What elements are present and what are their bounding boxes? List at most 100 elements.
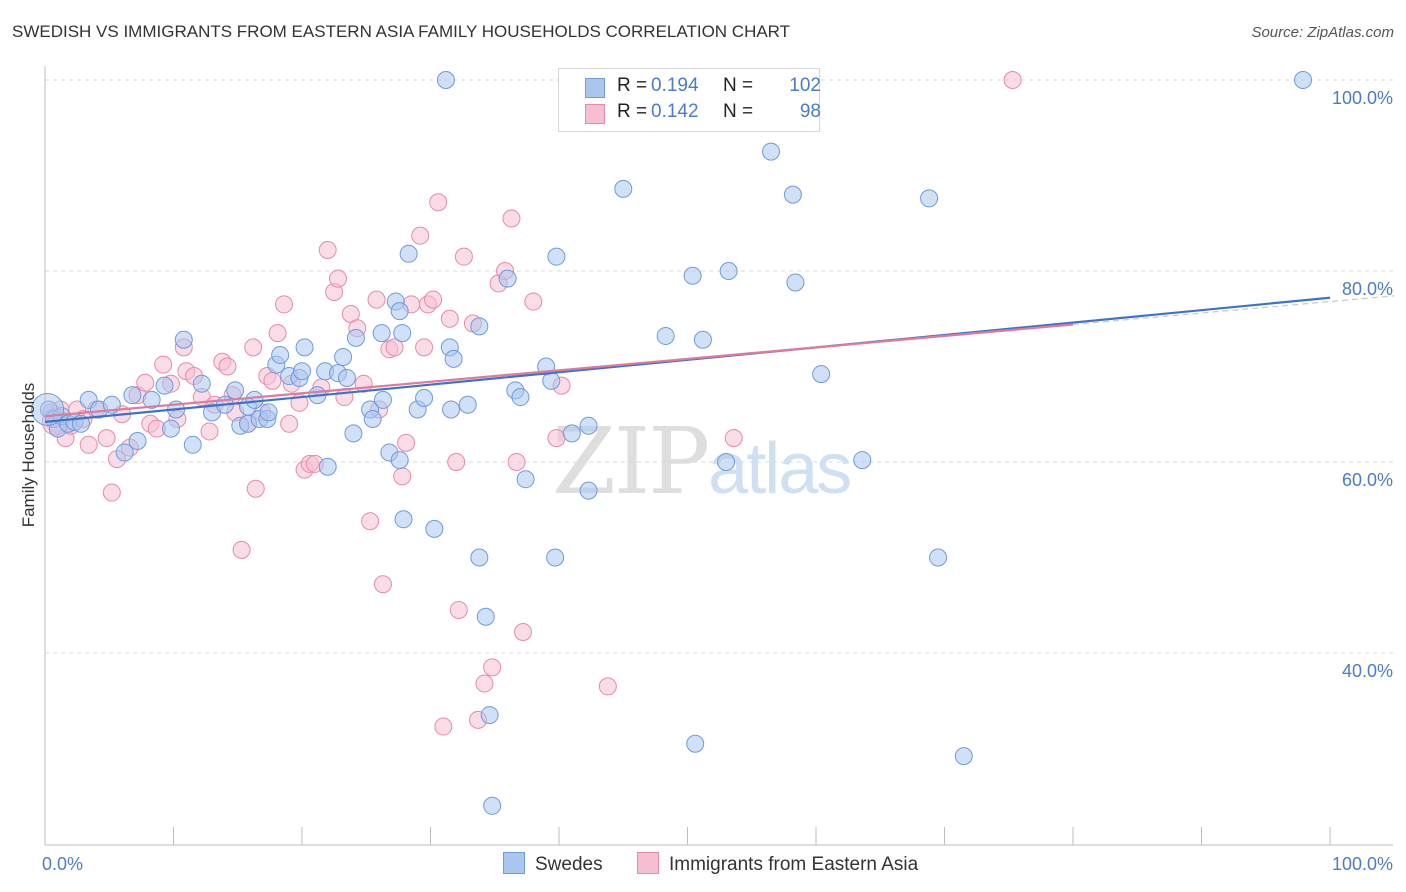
immigrants-point <box>373 575 392 594</box>
swedes-point <box>390 451 409 470</box>
swedes-point <box>511 388 530 407</box>
y-axis-label: Family Households <box>19 383 38 528</box>
immigrants-point <box>385 338 404 357</box>
swedes-point <box>470 317 489 336</box>
swedes-point <box>155 376 174 395</box>
swedes-point <box>128 431 147 450</box>
swedes-point <box>562 424 581 443</box>
legend-r-value: 0.194 <box>651 75 699 96</box>
swedes-point <box>183 435 202 454</box>
immigrants-point <box>447 453 466 471</box>
swedes-point <box>394 510 413 529</box>
immigrants-point <box>393 467 412 486</box>
swedes-point <box>579 481 598 500</box>
swedes-point <box>762 142 781 161</box>
immigrants-point <box>1003 71 1022 89</box>
swedes-point <box>542 371 561 390</box>
immigrants-point <box>724 429 743 448</box>
swedes-point <box>399 244 418 263</box>
legend-swatch-immigrants <box>585 104 605 124</box>
swedes-point <box>295 338 314 357</box>
swedes-point <box>161 419 180 438</box>
swedes-point <box>547 247 566 266</box>
immigrants-point <box>524 292 543 311</box>
y-tick-label: 40.0% <box>1342 661 1393 681</box>
x-tick-label: 100.0% <box>1332 854 1393 874</box>
swedes-point <box>425 519 444 538</box>
swedes-point <box>719 262 738 280</box>
swedes-point <box>373 390 392 409</box>
immigrants-point <box>263 371 282 390</box>
swedes-point <box>929 548 948 567</box>
y-tick-label: 60.0% <box>1342 470 1393 490</box>
chart-title: SWEDISH VS IMMIGRANTS FROM EASTERN ASIA … <box>12 22 791 41</box>
immigrants-point <box>97 429 116 448</box>
immigrants-trend-line <box>44 323 1074 418</box>
swedes-point <box>614 179 633 198</box>
swedes-point <box>390 302 409 321</box>
swedes-point <box>442 400 461 419</box>
trend-lines <box>44 295 1395 423</box>
swedes-point <box>458 395 477 414</box>
grid-lines <box>45 79 1393 654</box>
swedes-point-cluster <box>31 392 65 426</box>
swedes-point <box>1294 71 1313 89</box>
immigrants-point <box>598 677 617 696</box>
legend-n-value: 98 <box>799 101 821 122</box>
swedes-point <box>498 269 517 288</box>
swedes-point <box>372 324 391 343</box>
immigrants-point <box>318 240 337 259</box>
swedes-point <box>363 410 382 429</box>
swedes-point <box>693 330 712 349</box>
swedes-point <box>415 389 434 408</box>
immigrants-point <box>268 324 287 343</box>
immigrants-point <box>454 247 473 266</box>
y-tick-label: 100.0% <box>1332 88 1393 108</box>
legend-n-value: 102 <box>789 75 821 96</box>
immigrants-point <box>79 435 98 454</box>
legend-swatch-swedes <box>585 78 605 98</box>
swedes-point <box>717 453 736 471</box>
swedes-point <box>346 328 365 347</box>
immigrants-point <box>411 226 430 245</box>
bottom-legend-immigrants: Immigrants from Eastern Asia <box>637 852 918 876</box>
immigrants-point <box>507 453 526 471</box>
immigrants-point <box>502 209 521 228</box>
swedes-point <box>853 451 872 470</box>
swedes-point <box>470 548 489 567</box>
immigrants-point <box>361 512 380 531</box>
swedes-point <box>954 747 973 766</box>
immigrants-point <box>424 290 443 309</box>
immigrants-point <box>232 540 251 559</box>
swedes-point <box>271 346 290 365</box>
swedes-point <box>436 71 455 89</box>
immigrants-point <box>434 717 453 736</box>
axis-labels: 40.0% 60.0% 80.0% 100.0% 0.0% 100.0% Family Ho… <box>19 88 1393 874</box>
swedes-point <box>546 548 565 567</box>
axes <box>44 66 1393 846</box>
legend-n-key: N = <box>723 101 754 122</box>
immigrants-point <box>475 674 494 693</box>
swedes-point <box>783 185 802 204</box>
legend-r-key: R = <box>617 75 648 96</box>
immigrants-point <box>335 388 354 407</box>
immigrants-point <box>514 622 533 641</box>
bottom-legend-label-immigrants: Immigrants from Eastern Asia <box>669 854 919 875</box>
immigrants-point <box>397 433 416 452</box>
immigrants-point <box>483 658 502 677</box>
immigrants-point <box>275 295 294 314</box>
immigrants-point <box>449 601 468 620</box>
swedes-point <box>480 706 499 725</box>
swedes-point <box>226 381 245 400</box>
swedes-point <box>337 368 356 387</box>
immigrants-point <box>200 422 219 441</box>
swedes-point <box>920 189 939 208</box>
swedes-point <box>174 330 193 349</box>
legend-r-value: 0.142 <box>651 101 699 122</box>
immigrants-point <box>440 309 459 328</box>
swedes-point <box>293 362 311 381</box>
swedes-point <box>334 347 353 366</box>
swedes-point <box>344 424 363 443</box>
swedes-point <box>812 365 831 384</box>
